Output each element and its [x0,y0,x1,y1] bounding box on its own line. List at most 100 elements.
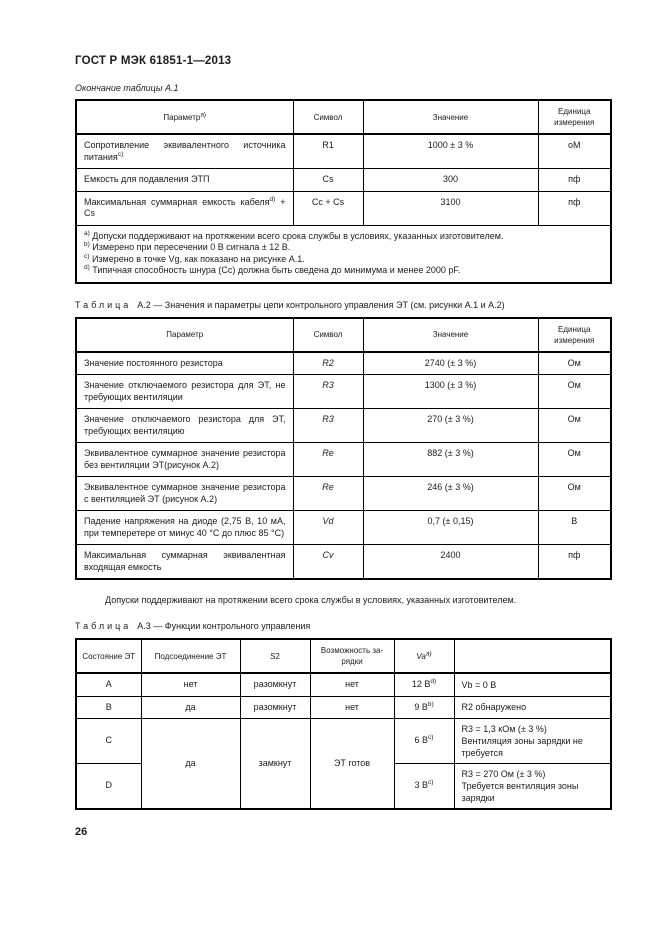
va-cell: 3 Вс) [393,763,455,810]
footnote: с) Измерено в точке Vg, как показано на … [84,252,305,264]
va-cell: 6 Вс) [393,718,455,764]
col-header-extra [453,638,612,674]
table-a2-note: Допуски поддерживают на протяжении всего… [105,595,517,605]
state-cell: D [75,763,142,810]
charge-cell: нет [309,695,395,719]
symbol-cell: R3 [292,374,364,409]
table-row: Падение напряжения на диоде (2,75 В, 10 … [75,510,612,545]
s2-cell: разомкнут [239,695,311,719]
table-row-state-a: A нет разомкнут нет 12 Вd) Vb = 0 В [75,672,612,697]
table-row: Значение постоянного резистора R2 2740 (… [75,351,612,375]
col-header-s2: S2 [239,638,311,674]
s2-cell: разомкнут [239,672,311,697]
value-cell: 1300 (± 3 %) [362,374,539,409]
param-cell: Эквивалентное суммарное значение ре­зист… [75,476,294,511]
unit-cell: Ом [537,408,612,443]
table-row: Сопротивление эквивалентного источника п… [75,133,612,169]
table-row: Емкость для подавления ЭТП Cs 300 пф [75,168,612,192]
table-row: Значение отключаемого резистора для ЭТ, … [75,374,612,409]
footnote-marker: b) [84,241,90,248]
param-cell: Значение отключаемого резистора для ЭТ, … [75,408,294,443]
col-header-unit: Единица измерения [537,317,612,353]
value-cell: 0,7 (± 0,15) [362,510,539,545]
table-a3-header-row: Состояние ЭТ Подсоединение ЭТ S2 Возможн… [75,638,612,674]
footnote-marker: а) [200,110,207,118]
footnote-marker: а) [84,229,90,237]
value-cell: 246 (± 3 %) [362,476,539,511]
state-cell: A [75,672,142,697]
va-cell: 9 Вb) [393,695,455,719]
connect-cell: нет [140,672,241,697]
symbol-cell: R1 [292,133,364,169]
symbol-cell: Re [292,442,364,477]
col-header-va: Vaа) [393,638,455,674]
note-cell: Vb = 0 В [453,672,612,697]
param-cell: Максимальная суммарная эквивалентная вхо… [75,544,294,580]
unit-cell: Ом [537,351,612,375]
state-cell: B [75,695,142,719]
value-cell: 2400 [362,544,539,580]
footnote: а) Допуски поддерживают на протяжении вс… [84,229,504,241]
table-row-state-b: B да разомкнут нет 9 Вb) R2 обнаружено [75,695,612,719]
unit-cell: В [537,510,612,545]
col-header-charge: Возможность за-рядки [309,638,395,674]
param-cell: Значение отключаемого резистора для ЭТ, … [75,374,294,409]
footnote-marker: с) [428,734,434,742]
footnote-marker: d) [84,264,90,271]
note-cell: R3 = 270 Ом (± 3 %) Требуется вентиляция … [453,763,612,810]
symbol-cell: Cv [292,544,364,580]
col-header-value: Значение [362,317,539,353]
table-a1-caption: Окончание таблицы А.1 [75,83,179,93]
table-row: Максимальная суммарная емкость кабеляd) … [75,190,612,226]
symbol-cell: R3 [292,408,364,443]
connect-cell-merged: да [140,718,241,810]
va-cell: 12 Вd) [393,672,455,697]
doc-title: ГОСТ Р МЭК 61851-1—2013 [75,55,232,67]
col-header-symbol: Символ [292,317,364,353]
table-row: Значение отключаемого резистора для ЭТ, … [75,408,612,443]
value-cell: 2740 (± 3 %) [362,351,539,375]
value-cell: 3100 [362,190,539,226]
param-cell: Эквивалентное суммарное значение ре­зист… [75,442,294,477]
value-cell: 270 (± 3 %) [362,408,539,443]
col-header-param: Параметр [75,317,294,353]
table-a1: Параметра) Символ Значение Единица измер… [75,99,612,284]
col-header-param: Параметра) [75,99,294,135]
charge-cell-merged: ЭТ готов [309,718,395,810]
value-cell: 882 (± 3 %) [362,442,539,477]
connect-cell: да [140,695,241,719]
unit-cell: оМ [537,133,612,169]
symbol-cell: Re [292,476,364,511]
param-cell: Значение постоянного резистора [75,351,294,375]
table-a2-header-row: Параметр Символ Значение Единица измерен… [75,317,612,353]
footnote-marker: d) [269,195,276,203]
symbol-cell: R2 [292,351,364,375]
footnote-marker: b) [427,700,434,708]
table-a2: Параметр Символ Значение Единица измерен… [75,316,612,580]
unit-cell: Ом [537,442,612,477]
table-a3: Состояние ЭТ Подсоединение ЭТ S2 Возможн… [75,638,612,810]
table-row-state-d: D 3 Вс) R3 = 270 Ом (± 3 %) Требуется вен… [75,763,612,810]
footnote: b) Измерено при пересечении 0 В сигнала … [84,241,291,252]
value-cell: 300 [362,168,539,192]
param-cell: Емкость для подавления ЭТП [75,168,294,192]
param-cell: Максимальная суммарная емкость кабеляd) … [75,190,294,226]
state-cell: C [75,718,142,764]
footnote-marker: а) [425,649,432,657]
param-cell: Сопротивление эквивалентного источника п… [75,133,294,169]
footnote-marker: с) [117,150,124,158]
param-cell: Падение напряжения на диоде (2,75 В, 10 … [75,510,294,545]
unit-cell: пф [537,168,612,192]
table-a2-caption: Таблица А.2 — Значения и параметры цепи к… [75,299,505,310]
col-header-state: Состояние ЭТ [75,638,142,674]
note-cell: R2 обнаружено [453,695,612,719]
footnote-marker: d) [430,678,437,685]
unit-cell: пф [537,190,612,226]
value-cell: 1000 ± 3 % [362,133,539,169]
s2-cell-merged: замкнут [239,718,311,810]
table-row: Максимальная суммарная эквивалентная вхо… [75,544,612,580]
symbol-cell: Cc + Cs [292,190,364,226]
unit-cell: Ом [537,374,612,409]
col-header-unit: Единица измерения [537,99,612,135]
